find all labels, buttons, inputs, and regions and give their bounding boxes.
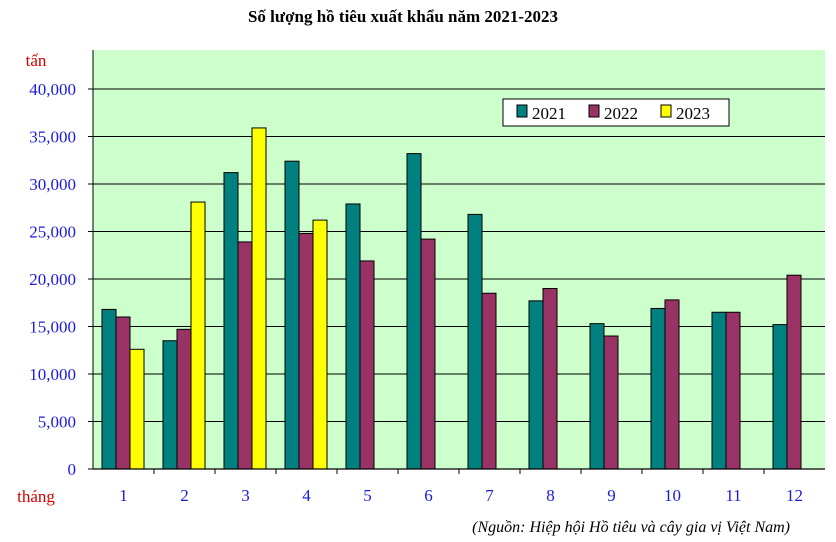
bar-2022-month-1 [115,316,131,470]
bar-2022-month-8 [542,288,558,470]
x-tick-label: 2 [180,486,189,505]
bar-2021-month-12 [772,324,788,470]
x-tick-label: 4 [302,486,311,505]
y-tick-label: 5,000 [38,413,76,432]
x-tick-label: 1 [119,486,128,505]
bar-2022-month-3 [237,241,253,470]
bar-2023-month-1 [129,348,145,470]
chart-title: Số lượng hồ tiêu xuất khẩu năm 2021-2023 [248,7,558,26]
y-tick-labels: 0 5,000 10,000 15,000 20,000 25,000 30,000 35,0… [29,80,76,479]
bar-2023-month-2 [190,201,206,470]
bar-2021-month-9 [589,323,605,470]
y-tick-label: 30,000 [29,175,76,194]
bar-2022-month-2 [176,328,192,470]
x-tick-label: 9 [607,486,616,505]
bar-2021-month-4 [284,160,300,470]
bar-2022-month-7 [481,292,497,470]
y-tick-label: 25,000 [29,223,76,242]
x-tick-labels: 1 2 3 4 5 6 7 8 9 10 11 12 [119,486,803,505]
bar-2023-month-4 [312,219,328,470]
x-tick-label: 12 [786,486,803,505]
gridlines [88,88,825,470]
bar-2021-month-8 [528,300,544,470]
bar-2022-month-12 [786,274,802,470]
bar-2021-month-5 [345,203,361,470]
bar-2022-month-10 [664,299,680,470]
bar-2021-month-6 [406,153,422,470]
legend-swatch-2021 [516,104,528,118]
source-note: (Nguồn: Hiệp hội Hồ tiêu và cây gia vị V… [472,519,790,536]
bar-2021-month-1 [101,308,117,470]
x-tick-label: 5 [363,486,372,505]
y-tick-label: 15,000 [29,318,76,337]
x-axis-label: tháng [17,487,55,506]
bar-2022-month-4 [298,232,314,470]
y-tick-label: 40,000 [29,80,76,99]
legend-label-2022: 2022 [604,104,638,123]
bar-2021-month-7 [467,213,483,470]
y-tick-label: 10,000 [29,365,76,384]
x-tick-label: 8 [546,486,555,505]
legend-swatch-2022 [588,104,600,118]
legend-box [502,98,730,127]
legend-label-2023: 2023 [676,104,710,123]
axes-group [92,50,825,474]
bar-2021-month-2 [162,340,178,470]
x-tick-label: 6 [424,486,433,505]
y-tick-label: 0 [68,460,77,479]
x-tick-label: 3 [241,486,250,505]
bar-2023-month-3 [251,127,267,470]
bar-2021-month-10 [650,307,666,470]
x-tick-label: 11 [725,486,741,505]
bar-2022-month-5 [359,260,375,470]
bar-2021-month-3 [223,172,239,470]
y-tick-label: 35,000 [29,128,76,147]
x-tick-label: 7 [485,486,494,505]
bar-2022-month-6 [420,238,436,470]
legend-swatch-2023 [660,104,672,118]
bar-2022-month-11 [725,311,741,470]
bar-2021-month-11 [711,311,727,470]
x-tick-label: 10 [664,486,681,505]
y-tick-label: 20,000 [29,270,76,289]
legend-label-2021: 2021 [532,104,566,123]
y-axis-unit: tấn [26,51,47,70]
bar-2022-month-9 [603,335,619,470]
legend: 2021 2022 2023 [502,98,730,127]
